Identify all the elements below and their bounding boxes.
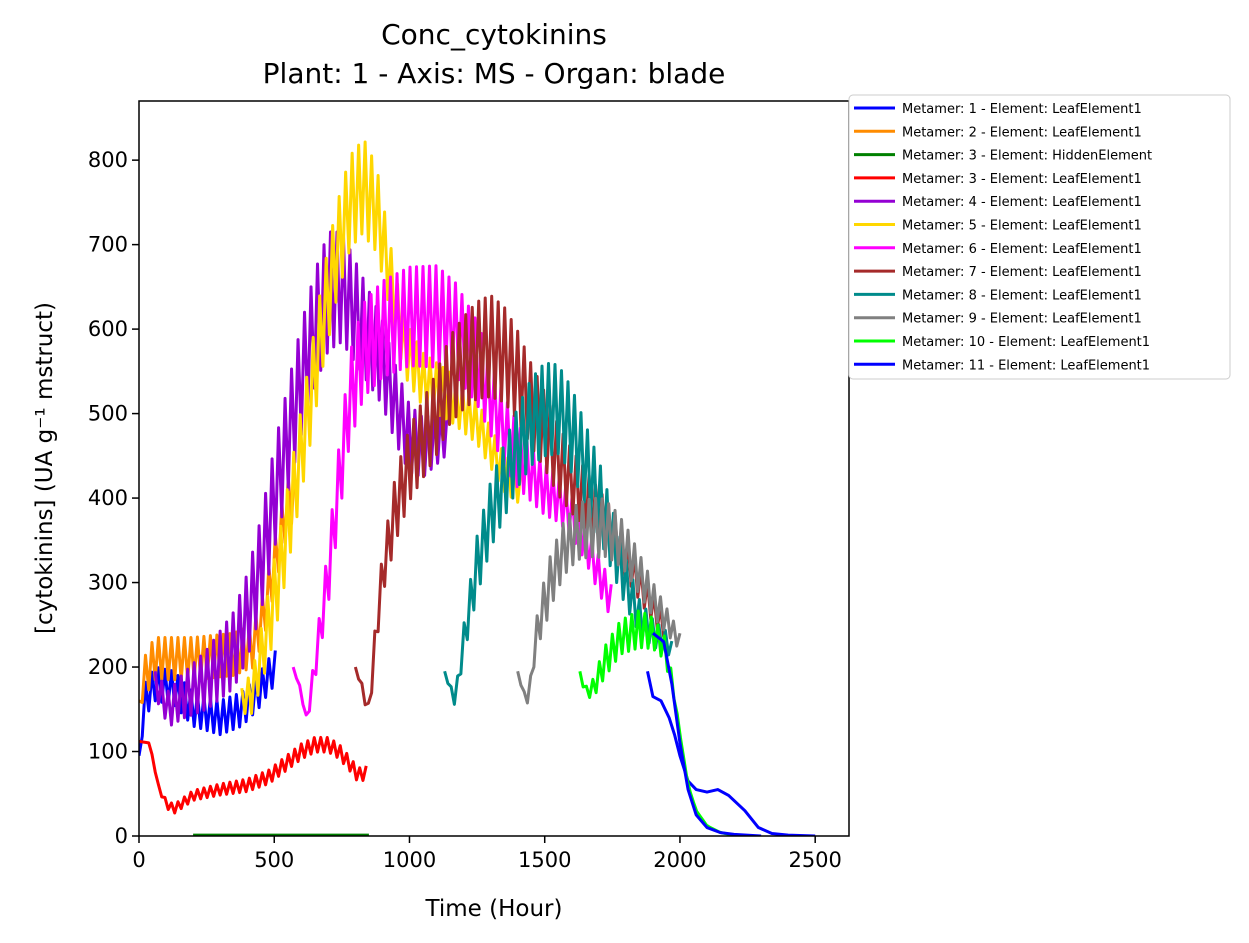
y-tick-label: 700 bbox=[88, 233, 128, 257]
chart-title: Conc_cytokinins bbox=[381, 18, 607, 51]
x-tick-label: 1500 bbox=[518, 848, 571, 872]
x-tick-label: 500 bbox=[254, 848, 294, 872]
y-axis: 0 100 200 300 400 500 600 700 800 bbox=[88, 148, 139, 848]
plot-frame bbox=[138, 100, 850, 837]
series-line-1 bbox=[646, 670, 816, 836]
x-tick-label: 0 bbox=[132, 848, 145, 872]
legend-entry: Metamer: 9 - Element: LeafElement1 bbox=[902, 312, 1142, 327]
legend-entry: Metamer: 10 - Element: LeafElement1 bbox=[902, 335, 1150, 350]
series-line-11 bbox=[578, 609, 746, 836]
legend-entry: Metamer: 11 - Element: LeafElement1 bbox=[902, 358, 1150, 373]
legend-entry: Metamer: 1 - Element: LeafElement1 bbox=[902, 102, 1142, 117]
x-tick-label: 2500 bbox=[788, 848, 841, 872]
legend-entry: Metamer: 7 - Element: LeafElement1 bbox=[902, 265, 1142, 280]
legend-entry: Metamer: 6 - Element: LeafElement1 bbox=[902, 242, 1142, 257]
series-line-1 bbox=[139, 650, 277, 756]
legend-frame bbox=[848, 94, 1231, 380]
legend: Metamer: 1 - Element: LeafElement1 Metame… bbox=[848, 94, 1231, 380]
legend-entry: Metamer: 4 - Element: LeafElement1 bbox=[902, 195, 1142, 210]
legend-entry: Metamer: 8 - Element: LeafElement1 bbox=[902, 288, 1142, 303]
y-tick-label: 400 bbox=[88, 486, 128, 510]
x-axis-label: Time (Hour) bbox=[425, 896, 563, 922]
series-line-4 bbox=[139, 735, 368, 815]
series-line-10 bbox=[516, 496, 682, 705]
y-axis-label: [cytokinins] (UA g⁻¹ mstruct) bbox=[32, 302, 58, 634]
x-tick-label: 2000 bbox=[653, 848, 706, 872]
series-layer bbox=[139, 140, 816, 836]
legend-entry: Metamer: 3 - Element: LeafElement1 bbox=[902, 172, 1142, 187]
y-tick-label: 200 bbox=[88, 655, 128, 679]
y-tick-label: 600 bbox=[88, 317, 128, 341]
x-tick-label: 1000 bbox=[383, 848, 436, 872]
y-tick-label: 500 bbox=[88, 402, 128, 426]
legend-entry: Metamer: 5 - Element: LeafElement1 bbox=[902, 219, 1142, 234]
chart-subtitle: Plant: 1 - Axis: MS - Organ: blade bbox=[263, 57, 726, 90]
legend-entry: Metamer: 3 - Element: HiddenElement bbox=[902, 149, 1152, 164]
y-tick-label: 800 bbox=[88, 148, 128, 172]
x-axis: 0 500 1000 1500 2000 2500 bbox=[132, 836, 842, 872]
series-line-6 bbox=[240, 140, 523, 715]
y-tick-label: 100 bbox=[88, 740, 128, 764]
series-line-9 bbox=[443, 361, 674, 706]
y-tick-label: 0 bbox=[115, 824, 128, 848]
series-line-12 bbox=[651, 632, 762, 836]
y-tick-label: 300 bbox=[88, 571, 128, 595]
legend-entry: Metamer: 2 - Element: LeafElement1 bbox=[902, 125, 1142, 140]
